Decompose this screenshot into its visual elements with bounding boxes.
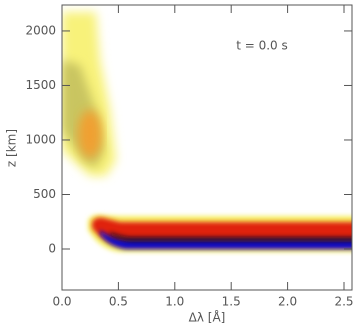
upper-blob-core — [78, 110, 102, 158]
y-tick-label: 500 — [33, 187, 56, 201]
y-axis-label: z [km] — [5, 129, 19, 167]
band-dark — [110, 232, 352, 242]
x-tick-label: 0.0 — [52, 295, 71, 309]
x-axis-label: Δλ [Å] — [189, 310, 226, 325]
y-tick-label: 1000 — [25, 132, 56, 146]
x-tick-label: 2.0 — [278, 295, 297, 309]
x-tick-label: 1.5 — [222, 295, 241, 309]
annotation: t = 0.0 s — [236, 39, 288, 53]
y-tick-label: 0 — [48, 242, 56, 256]
image — [62, 12, 352, 252]
x-tick-label: 1.0 — [165, 295, 184, 309]
plot-frame — [61, 4, 353, 291]
x-tick-label: 0.5 — [109, 295, 128, 309]
y-tick-label: 2000 — [25, 23, 56, 37]
band-blue — [100, 230, 352, 249]
x-tick-label: 2.5 — [334, 295, 353, 309]
y-tick-label: 1500 — [25, 78, 56, 92]
